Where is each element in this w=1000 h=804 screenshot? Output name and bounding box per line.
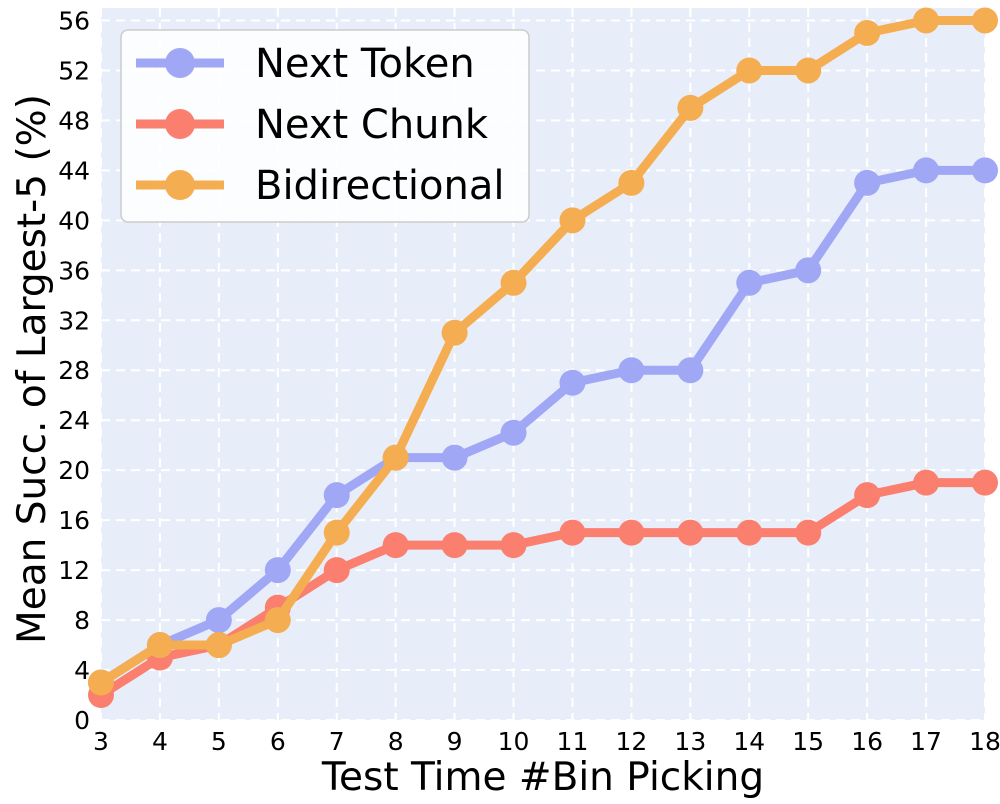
legend-label: Next Token: [255, 41, 475, 87]
y-tick-label: 12: [58, 556, 90, 585]
data-point: [618, 519, 645, 546]
data-point: [854, 19, 881, 46]
data-point: [913, 469, 940, 496]
data-point: [264, 607, 291, 634]
y-tick-label: 52: [58, 56, 90, 85]
y-tick-label: 36: [58, 256, 90, 285]
legend-frame: [120, 29, 530, 223]
series-line: [96, 15, 990, 688]
data-point: [677, 94, 704, 121]
data-point: [736, 519, 763, 546]
data-point: [382, 532, 409, 559]
data-point: [323, 519, 350, 546]
data-point: [972, 7, 998, 34]
y-tick-label: 16: [58, 506, 90, 535]
data-point: [972, 469, 998, 496]
grid-lines: [100, 8, 986, 721]
legend-label: Next Chunk: [255, 102, 489, 148]
y-tick-label: 32: [58, 306, 90, 335]
data-point: [677, 357, 704, 384]
x-tick-label: 12: [615, 727, 647, 756]
series-bidirectional: [88, 7, 998, 696]
y-tick-label: 44: [58, 156, 90, 185]
legend: Next Token Next Chunk Bidirectional: [120, 29, 530, 223]
y-tick-label: 48: [58, 106, 90, 135]
series-line: [96, 478, 990, 700]
series-group: [88, 7, 998, 709]
y-tick-label: 56: [58, 6, 90, 35]
data-point: [618, 357, 645, 384]
x-tick-label: 13: [674, 727, 706, 756]
series-line: [96, 165, 990, 688]
legend-item: Next Token: [136, 41, 475, 87]
data-point: [795, 257, 822, 284]
x-tick-label: 15: [792, 727, 824, 756]
y-tick-label: 24: [58, 406, 90, 435]
data-point: [795, 57, 822, 84]
legend-marker: [165, 109, 195, 139]
data-point: [736, 269, 763, 296]
y-axis-label: Mean Succ. of Largest-5 (%): [10, 94, 55, 644]
data-point: [500, 419, 527, 446]
y-tick-label: 8: [74, 606, 90, 635]
data-point: [795, 519, 822, 546]
x-tick-label: 10: [498, 727, 530, 756]
legend-label: Bidirectional: [255, 163, 504, 209]
y-tick-label: 28: [58, 356, 90, 385]
data-point: [559, 207, 586, 234]
data-point: [618, 169, 645, 196]
x-tick-label: 17: [910, 727, 942, 756]
data-point: [854, 169, 881, 196]
x-tick-label: 7: [329, 727, 345, 756]
data-point: [441, 319, 468, 346]
legend-item: Bidirectional: [136, 163, 504, 209]
x-tick-label: 4: [152, 727, 168, 756]
y-tick-label: 20: [58, 456, 90, 485]
data-point: [441, 444, 468, 471]
data-point: [500, 269, 527, 296]
data-point: [441, 532, 468, 559]
data-point: [913, 7, 940, 34]
data-point: [559, 519, 586, 546]
x-tick-label: 9: [447, 727, 463, 756]
x-tick-label: 6: [270, 727, 286, 756]
data-point: [146, 632, 173, 659]
data-point: [205, 607, 232, 634]
axes: 3 4 5 6 7 8 9 10 11 12 13 14 15 16 17 18048121620242832…: [58, 6, 1000, 756]
legend-marker: [165, 48, 195, 78]
y-tick-label: 40: [58, 206, 90, 235]
data-point: [88, 669, 114, 696]
x-axis-label: Test Time #Bin Picking: [321, 755, 764, 800]
y-tick-label: 4: [74, 656, 90, 685]
x-tick-label: 16: [851, 727, 883, 756]
data-point: [559, 369, 586, 396]
x-tick-label: 5: [211, 727, 227, 756]
data-point: [264, 557, 291, 584]
data-point: [677, 519, 704, 546]
data-point: [736, 57, 763, 84]
y-tick-label: 0: [74, 706, 90, 735]
x-tick-label: 11: [557, 727, 589, 756]
x-tick-label: 18: [969, 727, 1000, 756]
data-point: [913, 157, 940, 184]
data-point: [972, 157, 998, 184]
data-point: [323, 557, 350, 584]
data-point: [205, 632, 232, 659]
x-tick-label: 8: [388, 727, 404, 756]
data-point: [854, 482, 881, 509]
data-point: [500, 532, 527, 559]
x-tick-label: 3: [93, 727, 109, 756]
legend-item: Next Chunk: [136, 102, 489, 148]
data-point: [323, 482, 350, 509]
x-tick-label: 14: [733, 727, 765, 756]
legend-marker: [165, 170, 195, 200]
data-point: [382, 444, 409, 471]
